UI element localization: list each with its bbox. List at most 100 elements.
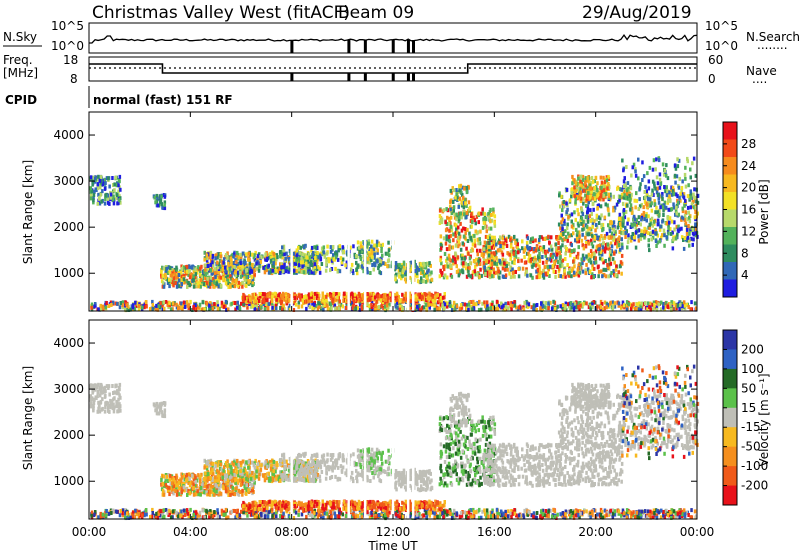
power-cell [211, 253, 215, 258]
power-cell [538, 235, 542, 240]
power-cell [542, 275, 546, 280]
power-cell [663, 233, 666, 238]
power-cell [219, 254, 223, 259]
power-cell [258, 264, 261, 269]
power-cell [429, 295, 433, 300]
power-cell [272, 251, 276, 256]
power-cell [573, 210, 576, 215]
power-cell [232, 300, 235, 305]
power-cell [570, 212, 574, 217]
power-cell [189, 280, 193, 285]
power-cell [218, 278, 221, 283]
power-cell [667, 231, 670, 236]
power-cell [277, 298, 280, 303]
power-cell [469, 305, 472, 310]
power-cell [691, 231, 695, 236]
power-cell [676, 194, 679, 199]
power-cell [194, 275, 197, 280]
power-cell [637, 176, 640, 181]
power-cell [413, 263, 416, 268]
power-cell [594, 228, 597, 233]
power-cell [182, 303, 185, 307]
power-cell [455, 304, 459, 309]
power-cell [477, 211, 481, 216]
power-cell [558, 234, 561, 239]
power-cell [452, 302, 456, 307]
power-cell [189, 265, 192, 270]
power-cell [622, 168, 625, 173]
power-cell [466, 266, 470, 271]
power-cell [535, 303, 539, 307]
nave-dots: .... [752, 72, 767, 86]
power-cell [218, 274, 221, 279]
colorbar-segment [723, 244, 737, 263]
power-cell [661, 219, 664, 224]
power-cell [596, 193, 599, 198]
power-cell [314, 245, 318, 250]
power-cell [655, 175, 659, 180]
velocity-cell [283, 515, 286, 520]
power-cell [399, 267, 402, 272]
power-cell [527, 251, 530, 256]
power-cell [661, 196, 664, 201]
power-cell [610, 249, 613, 254]
power-cell [607, 274, 610, 279]
power-cell [101, 182, 105, 187]
power-cell [428, 302, 431, 307]
power-cell [180, 305, 183, 310]
power-cell [113, 182, 116, 187]
power-cell [235, 259, 238, 264]
power-cell [341, 304, 344, 309]
power-cell [438, 208, 442, 213]
power-cell [226, 251, 229, 256]
power-cell [135, 301, 139, 306]
power-cell [504, 258, 507, 263]
power-cell [624, 196, 627, 201]
power-cell [692, 192, 695, 197]
power-cell [686, 205, 690, 210]
power-cell [273, 291, 277, 296]
power-cell [281, 306, 284, 311]
power-cell [387, 295, 390, 300]
power-cell [185, 269, 189, 274]
power-cell [321, 291, 324, 296]
power-cell [464, 266, 468, 271]
power-cell [288, 249, 292, 253]
power-cell [423, 300, 427, 305]
power-cell [675, 224, 678, 229]
power-cell [503, 307, 507, 312]
power-cell [687, 210, 691, 215]
power-cell [191, 308, 194, 312]
gap-marker [290, 40, 294, 53]
colorbar-segment [723, 227, 737, 245]
power-cell [577, 301, 580, 306]
power-cell [659, 307, 663, 312]
power-cell [155, 193, 158, 198]
power-cell [493, 214, 497, 219]
power-cell [161, 281, 165, 286]
power-cell [234, 273, 237, 278]
power-cell [692, 205, 696, 210]
power-cell [621, 300, 625, 305]
power-cell [315, 260, 318, 265]
power-cell [221, 276, 224, 281]
power-cell [465, 204, 468, 208]
power-cell [402, 262, 406, 267]
power-cell [192, 274, 195, 279]
power-cell [627, 196, 630, 201]
power-cell [672, 301, 676, 306]
power-cell [656, 186, 659, 191]
power-cell [496, 259, 499, 264]
power-cell [662, 172, 666, 177]
power-cell [564, 304, 567, 309]
power-cell [453, 212, 456, 217]
power-cell [569, 269, 573, 274]
power-cell [231, 283, 234, 288]
power-cell [696, 194, 699, 198]
power-cell [532, 262, 535, 267]
power-cell [532, 303, 536, 308]
power-cell [231, 277, 234, 282]
power-cell [681, 206, 684, 211]
power-cell [670, 302, 674, 307]
power-cell [597, 190, 601, 195]
